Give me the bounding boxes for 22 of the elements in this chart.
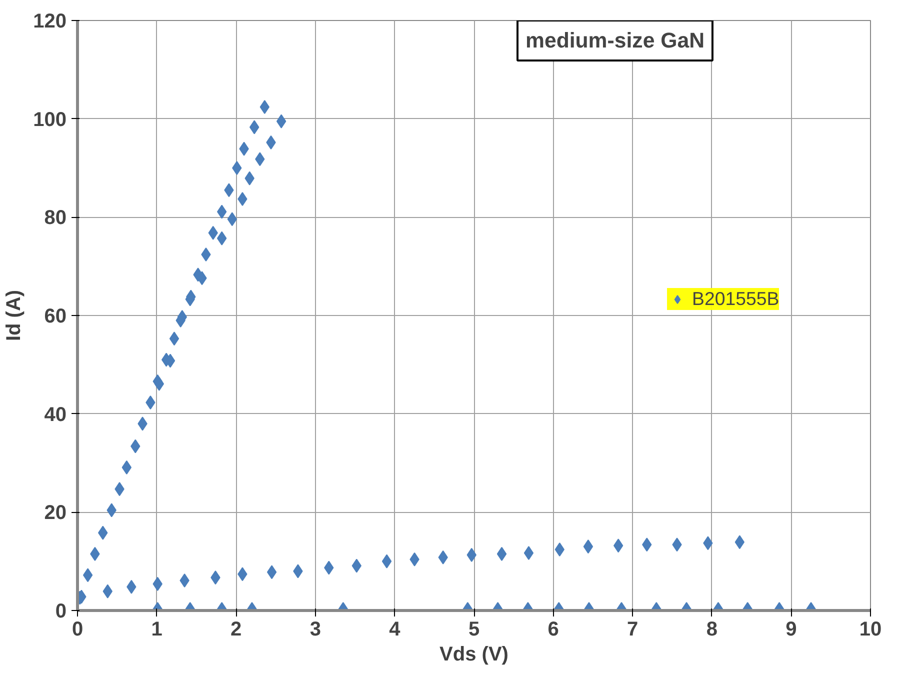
legend-label: B201555B — [692, 288, 780, 310]
x-tick-label: 5 — [468, 618, 480, 640]
y-tick-label: 80 — [44, 207, 67, 230]
x-tick-label: 7 — [627, 618, 638, 640]
y-tick-label: 20 — [44, 502, 67, 524]
x-axis-title: Vds (V) — [440, 644, 508, 666]
y-tick-label: 120 — [33, 10, 67, 32]
y-tick-label: 0 — [55, 600, 66, 622]
x-tick-label: 3 — [310, 618, 321, 640]
x-tick-label: 8 — [706, 618, 718, 640]
x-tick-label: 1 — [151, 618, 162, 640]
y-tick-label: 60 — [44, 306, 67, 328]
x-tick-label: 9 — [786, 618, 797, 640]
y-axis-title: Id (A) — [3, 290, 26, 342]
chart-title: medium-size GaN — [526, 28, 704, 52]
x-tick-label: 0 — [72, 618, 84, 640]
y-tick-label: 100 — [33, 108, 67, 131]
x-tick-label: 4 — [389, 618, 402, 640]
x-tick-label: 2 — [230, 618, 242, 640]
x-tick-label: 10 — [859, 618, 882, 640]
x-tick-label: 6 — [548, 618, 559, 640]
y-tick-label: 40 — [44, 404, 67, 426]
